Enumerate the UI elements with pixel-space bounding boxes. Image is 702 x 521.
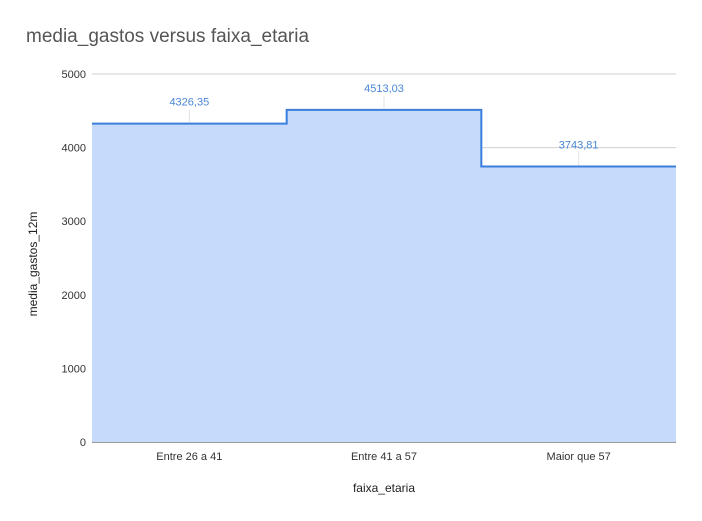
x-tick-label: Entre 26 a 41 xyxy=(156,451,222,463)
series-area-fill xyxy=(92,109,676,442)
y-axis-ticks: 0 1000 2000 3000 4000 5000 xyxy=(62,69,86,449)
x-axis-ticks: Entre 26 a 41 Entre 41 a 57 Maior que 57 xyxy=(156,451,610,463)
data-label: 4326,35 xyxy=(169,97,209,109)
x-axis-label: faixa_etaria xyxy=(353,481,415,495)
data-label: 4513,03 xyxy=(364,83,404,95)
y-tick-label: 2000 xyxy=(62,290,86,302)
data-labels: 4326,35 4513,03 3743,81 xyxy=(169,83,599,166)
data-label: 3743,81 xyxy=(559,139,599,151)
y-tick-label: 1000 xyxy=(62,363,86,375)
y-tick-label: 3000 xyxy=(62,216,86,228)
chart-title: media_gastos versus faixa_etaria xyxy=(26,26,310,47)
y-tick-label: 0 xyxy=(80,437,86,449)
y-tick-label: 5000 xyxy=(62,69,86,81)
x-tick-label: Entre 41 a 57 xyxy=(351,451,417,463)
y-tick-label: 4000 xyxy=(62,143,86,155)
y-axis-label: media_gastos_12m xyxy=(26,212,40,317)
series-step-line xyxy=(92,108,676,168)
x-tick-label: Maior que 57 xyxy=(547,451,611,463)
